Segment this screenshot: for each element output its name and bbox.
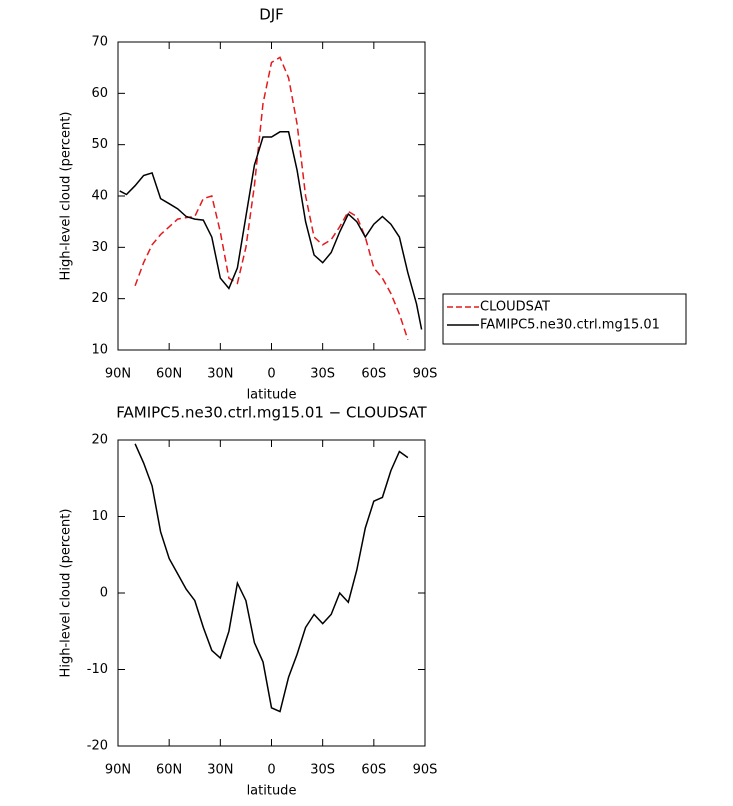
x-tick-label: 30S xyxy=(310,367,335,382)
x-tick-label: 60S xyxy=(361,367,386,382)
y-tick-label: 70 xyxy=(91,35,108,50)
y-tick-label: 30 xyxy=(91,240,108,255)
x-tick-label: 60S xyxy=(361,763,386,778)
y-tick-label: 20 xyxy=(91,291,108,306)
chart-title: FAMIPC5.ne30.ctrl.mg15.01 − CLOUDSAT xyxy=(116,404,427,422)
y-tick-label: 10 xyxy=(91,343,108,358)
x-tick-label: 90N xyxy=(105,763,131,778)
y-tick-label: -20 xyxy=(87,739,108,754)
x-tick-label: 30N xyxy=(207,367,233,382)
data-line xyxy=(119,131,423,330)
data-line xyxy=(134,443,409,713)
panel: FAMIPC5.ne30.ctrl.mg15.01 − CLOUDSAT lati… xyxy=(59,404,438,799)
legend-label: FAMIPC5.ne30.ctrl.mg15.01 xyxy=(480,318,660,333)
x-tick-label: 0 xyxy=(267,367,275,382)
y-tick-label: 60 xyxy=(91,86,108,101)
plot-frame xyxy=(117,41,426,351)
x-tick-label: 0 xyxy=(267,763,275,778)
x-tick-label: 30N xyxy=(207,763,233,778)
y-tick-label: 40 xyxy=(91,189,108,204)
x-tick-label: 30S xyxy=(310,763,335,778)
x-tick-label: 90S xyxy=(413,367,438,382)
x-tick-label: 60N xyxy=(156,367,182,382)
plot-frame xyxy=(117,439,426,747)
x-tick-label: 90N xyxy=(105,367,131,382)
y-tick-label: 20 xyxy=(91,433,108,448)
x-tick-label: 90S xyxy=(413,763,438,778)
data-line xyxy=(134,56,409,340)
y-axis-label: High-level cloud (percent) xyxy=(59,509,74,678)
chart-title: DJF xyxy=(259,6,284,24)
y-tick-label: -10 xyxy=(87,662,108,677)
legend: CLOUDSAT FAMIPC5.ne30.ctrl.mg15.01 xyxy=(442,293,687,345)
y-tick-label: 50 xyxy=(91,137,108,152)
legend-frame xyxy=(442,293,687,345)
y-tick-label: 10 xyxy=(91,509,108,524)
x-tick-label: 60N xyxy=(156,763,182,778)
y-tick-label: 0 xyxy=(100,586,108,601)
x-axis-label: latitude xyxy=(247,784,297,799)
panel: DJF latitude High-level cloud (percent) 90N… xyxy=(59,6,687,403)
y-axis-label: High-level cloud (percent) xyxy=(59,112,74,281)
x-axis-label: latitude xyxy=(247,388,297,403)
legend-label: CLOUDSAT xyxy=(480,300,550,315)
